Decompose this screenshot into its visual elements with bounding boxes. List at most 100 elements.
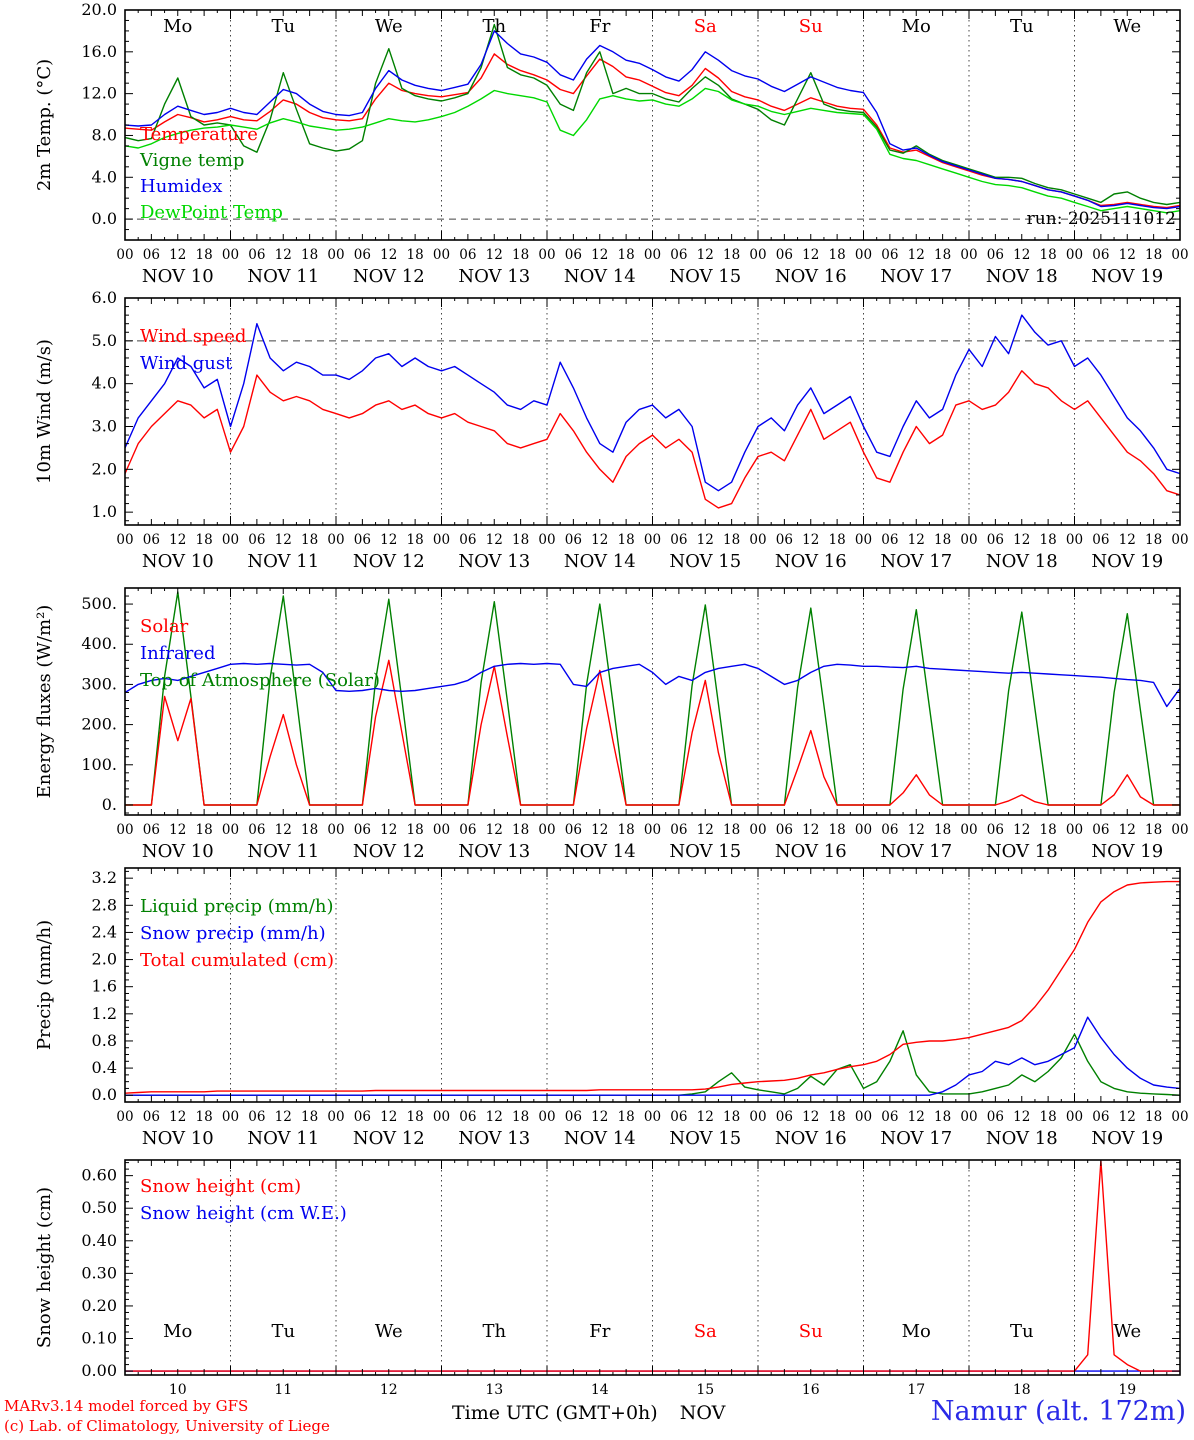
hour-tick-label: 06 <box>143 532 160 548</box>
dewpoint-temp-line <box>125 87 1180 214</box>
legend: Liquid precip (mm/h) Snow precip (mm/h) To… <box>140 896 334 971</box>
legend-item: Snow precip (mm/h) <box>140 923 326 944</box>
weekday-label: Mo <box>902 1321 931 1342</box>
hour-tick-label: 18 <box>723 532 740 548</box>
hour-tick-label: 12 <box>1119 247 1136 263</box>
day-number-label: 10 <box>169 1382 187 1398</box>
hour-tick-label: 06 <box>1092 822 1109 838</box>
hour-tick-label: 12 <box>169 532 186 548</box>
hour-tick-label: 06 <box>670 822 687 838</box>
hour-tick-label: 06 <box>248 247 265 263</box>
hour-tick-label: 12 <box>908 1109 925 1125</box>
date-label: NOV 13 <box>458 841 530 862</box>
legend-item: Top of Atmosphere (Solar) <box>140 670 380 691</box>
day-number-label: 11 <box>274 1382 292 1398</box>
hour-tick-label: 00 <box>222 822 239 838</box>
humidex-line <box>125 30 1180 210</box>
weekday-label: We <box>375 1321 403 1342</box>
weekday-label: Tu <box>271 16 295 37</box>
date-label: NOV 15 <box>669 1128 741 1149</box>
axes-frame: 0.0 4.0 8.0 12.0 16.0 20.0 00 06 12 18 00 06 12 18 00 0… <box>81 0 1188 287</box>
hour-tick-label: 18 <box>1040 1109 1057 1125</box>
hour-tick-label: 18 <box>407 532 424 548</box>
hour-tick-label: 06 <box>459 247 476 263</box>
weekday-label: Fr <box>589 1321 610 1342</box>
hour-tick-label: 06 <box>670 532 687 548</box>
hour-tick-label: 00 <box>749 822 766 838</box>
hour-tick-label: 00 <box>644 1109 661 1125</box>
hour-tick-label: 00 <box>327 532 344 548</box>
hour-tick-label: 12 <box>1013 247 1030 263</box>
wind-gust-line <box>125 314 1180 492</box>
hour-tick-label: 00 <box>327 1109 344 1125</box>
date-label: NOV 13 <box>458 551 530 572</box>
hour-tick-label: 00 <box>538 822 555 838</box>
legend-item: Snow height (cm) <box>140 1176 301 1197</box>
day-number-label: 15 <box>696 1382 714 1398</box>
hour-tick-label: 00 <box>855 822 872 838</box>
hour-tick-label: 12 <box>802 1109 819 1125</box>
date-label: NOV 17 <box>880 266 952 287</box>
hour-tick-label: 06 <box>143 247 160 263</box>
date-label: NOV 18 <box>986 1128 1058 1149</box>
hour-tick-label: 12 <box>275 1109 292 1125</box>
hour-tick-label: 06 <box>670 247 687 263</box>
y-tick-label: 5.0 <box>92 331 117 350</box>
hour-tick-label: 18 <box>196 1109 213 1125</box>
hour-tick-label: 18 <box>1145 247 1162 263</box>
hour-tick-label: 00 <box>749 247 766 263</box>
hour-tick-label: 00 <box>327 822 344 838</box>
hour-tick-label: 12 <box>169 1109 186 1125</box>
hour-tick-label: 06 <box>248 1109 265 1125</box>
weekday-label: Sa <box>694 1321 717 1342</box>
panel-wind: 1.0 2.0 3.0 4.0 5.0 6.0 00 06 12 18 00 06 12 18 00 06 12… <box>34 288 1189 572</box>
hour-tick-label: 18 <box>1145 532 1162 548</box>
hour-tick-label: 18 <box>1145 1109 1162 1125</box>
hour-tick-label: 18 <box>618 247 635 263</box>
legend: Solar Infrared Top of Atmosphere (Solar) <box>140 616 380 691</box>
hour-tick-label: 00 <box>433 822 450 838</box>
date-label: NOV 19 <box>1091 841 1163 862</box>
hour-tick-label: 06 <box>354 822 371 838</box>
hour-tick-label: 06 <box>143 822 160 838</box>
y-tick-label: 0. <box>102 795 117 814</box>
y-tick-label: 0.50 <box>81 1198 117 1217</box>
hour-tick-label: 00 <box>116 822 133 838</box>
hour-tick-label: 18 <box>1040 532 1057 548</box>
hour-tick-label: 06 <box>881 247 898 263</box>
hour-tick-label: 12 <box>908 532 925 548</box>
y-tick-label: 2.0 <box>92 950 117 969</box>
y-tick-label: 2.8 <box>92 895 117 914</box>
hour-tick-label: 12 <box>591 532 608 548</box>
hour-tick-label: 12 <box>591 1109 608 1125</box>
hour-tick-label: 06 <box>143 1109 160 1125</box>
hour-tick-label: 06 <box>987 1109 1004 1125</box>
hour-tick-label: 12 <box>697 822 714 838</box>
y-tick-label: 8.0 <box>92 125 117 144</box>
hour-tick-label: 00 <box>749 1109 766 1125</box>
weekday-label: Th <box>482 16 506 37</box>
date-label: NOV 11 <box>247 266 319 287</box>
hour-tick-label: 00 <box>960 247 977 263</box>
hour-tick-label: 00 <box>960 822 977 838</box>
hour-tick-label: 06 <box>459 532 476 548</box>
hour-tick-label: 18 <box>1145 822 1162 838</box>
hour-tick-label: 18 <box>301 1109 318 1125</box>
hour-tick-label: 06 <box>881 532 898 548</box>
hour-tick-label: 18 <box>512 1109 529 1125</box>
vigne-temp-line <box>125 23 1180 206</box>
legend-item: Temperature <box>140 124 258 145</box>
hour-tick-label: 12 <box>1119 1109 1136 1125</box>
hour-tick-label: 18 <box>829 1109 846 1125</box>
y-tick-label: 0.8 <box>92 1031 117 1050</box>
wind-speed-line <box>125 370 1180 509</box>
weekday-label: Tu <box>271 1321 295 1342</box>
date-label: NOV 11 <box>247 1128 319 1149</box>
month-label: NOV <box>679 1402 726 1424</box>
weekday-label: Tu <box>1010 16 1034 37</box>
hour-tick-label: 12 <box>380 822 397 838</box>
legend-item: Snow height (cm W.E.) <box>140 1203 347 1224</box>
y-axis-title: Precip (mm/h) <box>34 920 55 1050</box>
legend: Wind speed Wind gust <box>140 326 246 374</box>
